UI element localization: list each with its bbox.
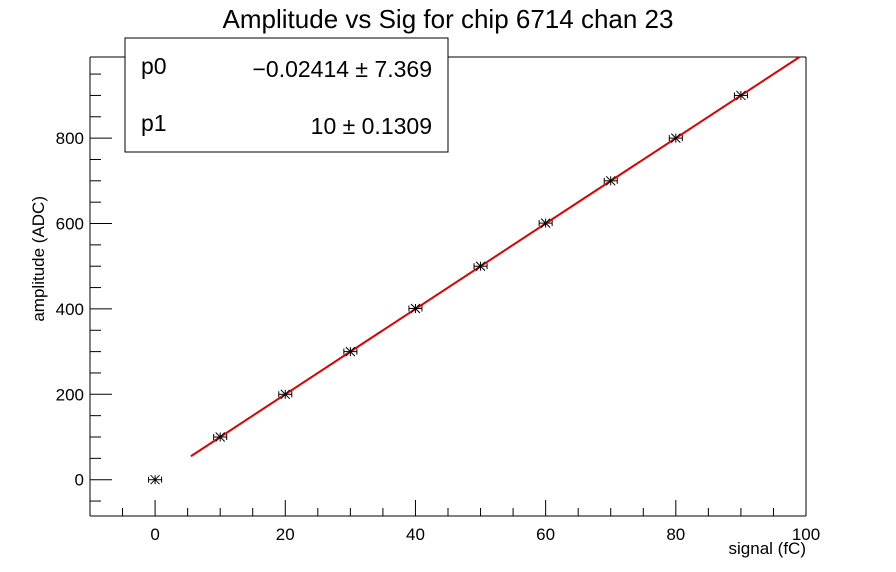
y-tick-label: 400	[56, 300, 84, 319]
x-tick-label: 60	[536, 525, 555, 544]
x-tick-label: 40	[406, 525, 425, 544]
x-tick-label: 80	[666, 525, 685, 544]
fit-line-group	[190, 56, 801, 458]
y-tick-label: 600	[56, 215, 84, 234]
fit-stats-box: p0 −0.02414 ± 7.369 p1 10 ± 0.1309	[124, 37, 449, 153]
data-point	[538, 218, 553, 228]
x-tick-label: 20	[276, 525, 295, 544]
stats-p0-name: p0	[141, 53, 167, 79]
data-point	[668, 133, 683, 143]
data-point	[213, 432, 228, 442]
stats-p1-value: 10 ± 0.1309	[311, 113, 432, 139]
data-point	[473, 261, 488, 272]
x-tick-labels: 0 20 40 60 80 100	[150, 525, 820, 544]
x-tick-label: 100	[792, 525, 820, 544]
chart-title: Amplitude vs Sig for chip 6714 chan 23	[223, 4, 674, 34]
data-point	[343, 346, 358, 357]
data-point	[733, 90, 748, 101]
data-point	[408, 303, 423, 314]
fit-line	[190, 56, 801, 458]
y-axis-ticks	[90, 73, 112, 502]
x-axis-ticks	[122, 500, 807, 516]
stats-p1-name: p1	[141, 110, 167, 136]
data-points	[148, 90, 748, 485]
y-tick-label: 0	[75, 471, 84, 490]
y-tick-label: 800	[56, 129, 84, 148]
y-tick-label: 200	[56, 385, 84, 404]
data-point	[278, 389, 293, 400]
data-point	[603, 175, 618, 186]
y-axis-label: amplitude (ADC)	[29, 196, 48, 322]
data-point	[148, 474, 163, 485]
y-tick-labels: 0 200 400 600 800	[56, 129, 84, 490]
stats-p0-value: −0.02414 ± 7.369	[252, 56, 432, 82]
x-tick-label: 0	[150, 525, 159, 544]
x-axis-label: signal (fC)	[729, 539, 806, 558]
